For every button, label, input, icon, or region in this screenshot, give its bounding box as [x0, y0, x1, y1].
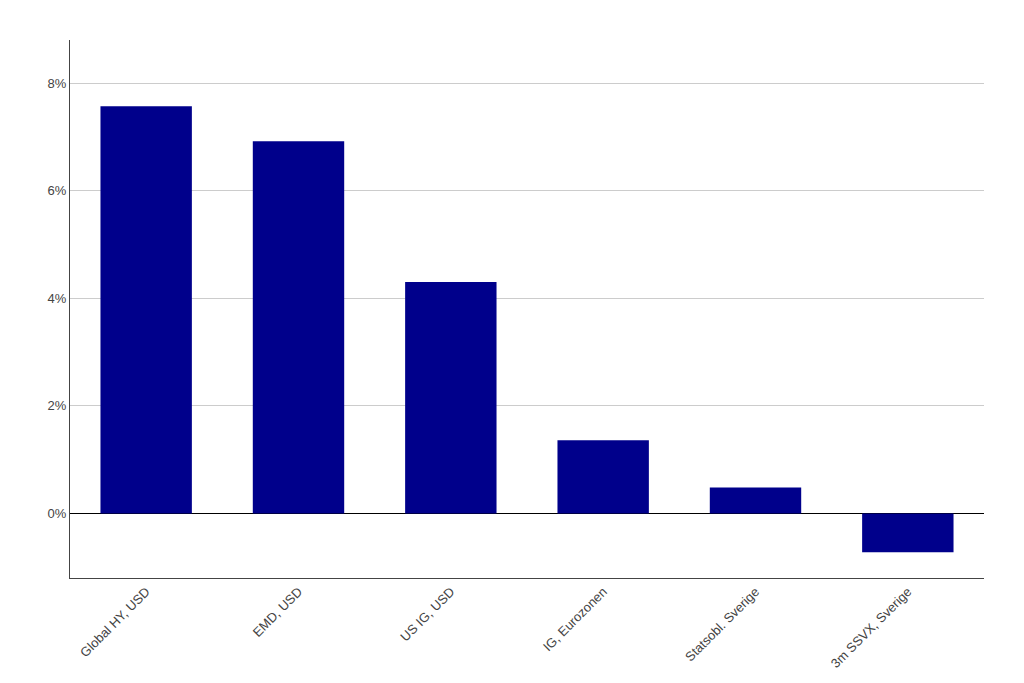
svg-text:Global HY, USD: Global HY, USD [77, 584, 153, 660]
svg-text:US IG, USD: US IG, USD [397, 584, 457, 644]
svg-text:Statsobl. Sverige: Statsobl. Sverige [682, 584, 762, 664]
svg-text:6%: 6% [48, 183, 67, 198]
svg-text:4%: 4% [48, 291, 67, 306]
svg-text:IG, Eurozonen: IG, Eurozonen [540, 584, 610, 654]
svg-text:EMD, USD: EMD, USD [250, 584, 306, 640]
svg-text:3m SSVX, Sverige: 3m SSVX, Sverige [828, 584, 915, 671]
svg-text:0%: 0% [48, 506, 67, 521]
svg-text:8%: 8% [48, 76, 67, 91]
svg-text:2%: 2% [48, 398, 67, 413]
